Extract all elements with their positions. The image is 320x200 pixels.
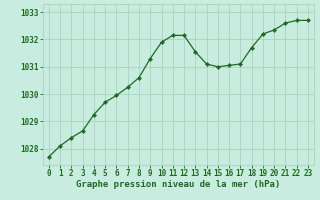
X-axis label: Graphe pression niveau de la mer (hPa): Graphe pression niveau de la mer (hPa): [76, 180, 281, 189]
